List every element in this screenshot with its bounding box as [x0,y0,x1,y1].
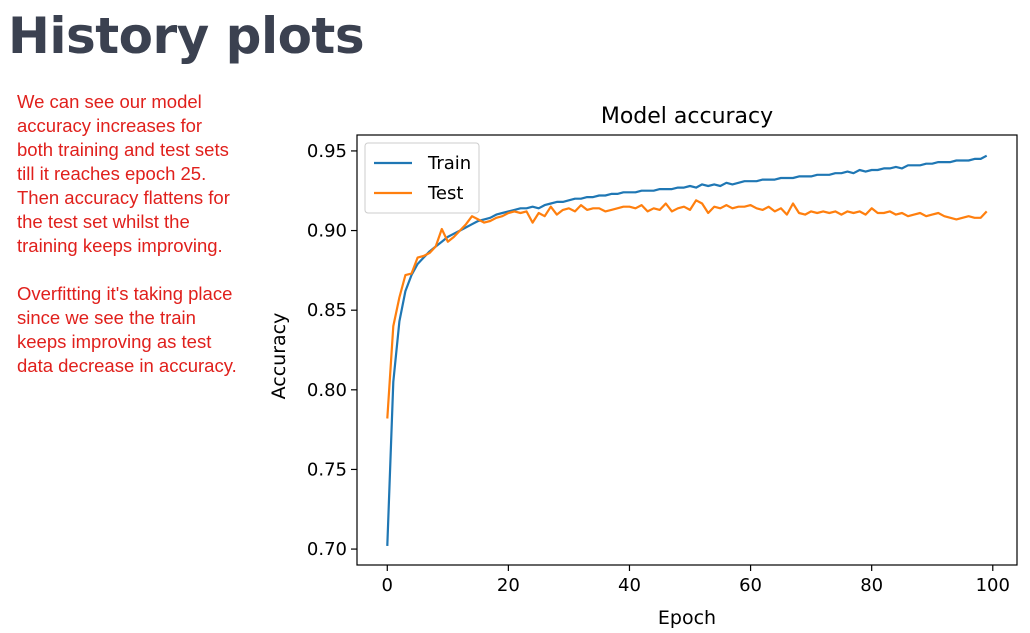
y-tick-label: 0.80 [307,380,347,401]
note-paragraph-2: Then accuracy flattens for the test set … [17,187,230,256]
legend-label-test: Test [427,183,463,204]
x-tick-label: 40 [618,575,641,596]
note-paragraph-1: We can see our model accuracy increases … [17,91,229,184]
slide-title: History plots [8,7,365,65]
x-tick-label: 60 [739,575,762,596]
accuracy-chart: Model accuracy Accuracy Epoch 0 20 40 60 80 1… [268,104,1018,629]
series-line-train [386,154,988,546]
y-tick-label: 0.85 [307,300,347,321]
series-line-test [386,199,988,419]
notes-text: We can see our model accuracy increases … [17,90,242,378]
x-tick-label: 100 [976,575,1010,596]
y-tick-label: 0.70 [307,539,347,560]
legend-box [364,142,480,214]
y-tick-label: 0.90 [307,221,347,242]
note-paragraph-3: Overfitting it's taking place since we s… [17,283,237,376]
x-tick-label: 0 [382,575,393,596]
legend-label-train: Train [427,153,471,174]
y-tick-label: 0.95 [307,141,347,162]
x-tick-label: 20 [497,575,520,596]
y-axis-label: Accuracy [268,313,290,400]
y-tick-label: 0.75 [307,459,347,480]
legend: Train Test [364,142,480,214]
chart-title: Model accuracy [601,104,773,129]
x-axis-label: Epoch [658,607,716,629]
plot-frame [356,134,1018,566]
x-tick-label: 80 [860,575,883,596]
